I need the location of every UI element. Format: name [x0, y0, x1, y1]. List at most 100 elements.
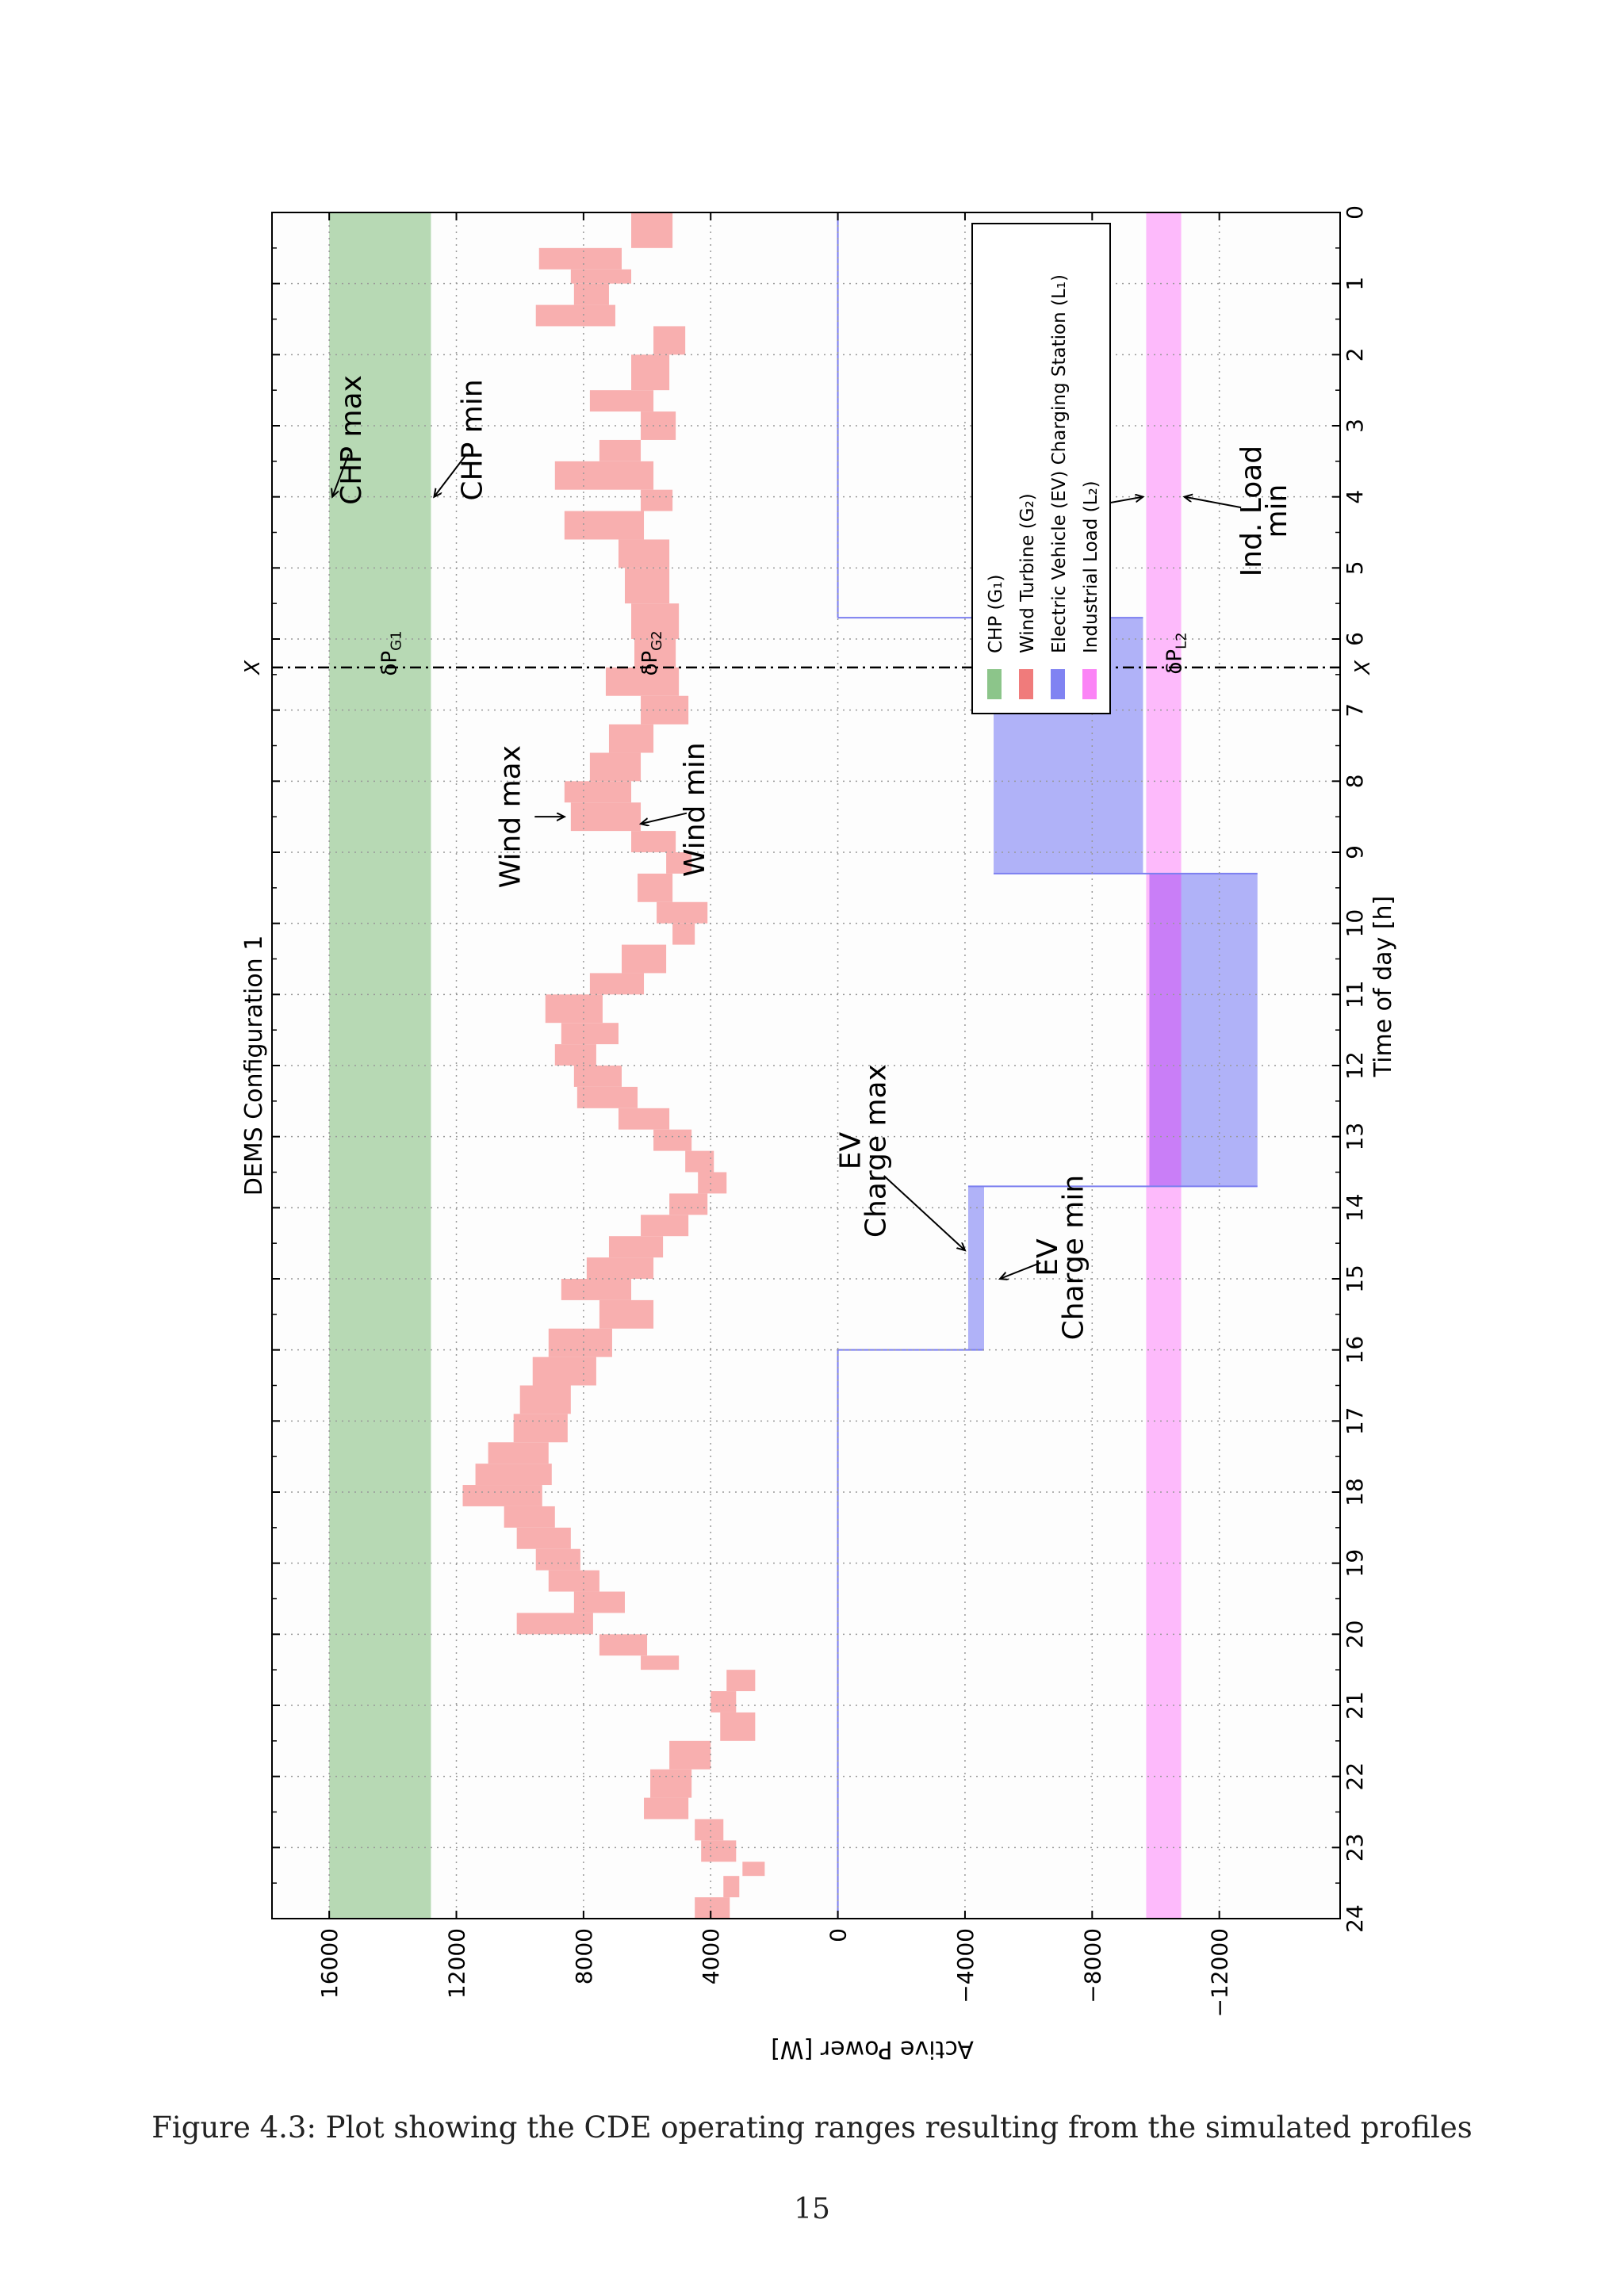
y-tick-label-6: −8000: [1079, 1928, 1105, 2003]
y-tick-label-7: −12000: [1207, 1928, 1233, 2018]
series-band-2-36: [653, 1129, 692, 1151]
annotation-ev-4: EV: [835, 1132, 868, 1170]
series-band-2-58: [599, 1634, 648, 1656]
series-band-2-20: [589, 752, 642, 782]
series-band-2-21: [564, 781, 632, 803]
y-tick-label-3: 4000: [698, 1928, 724, 1984]
x-tick-label-1: 1: [1342, 277, 1368, 291]
series-band-2-22: [570, 802, 642, 832]
legend: CHP (G₁) Wind Turbine (G₂) Electric Vehicl…: [971, 223, 1111, 714]
x-tick-label-20: 20: [1342, 1621, 1368, 1649]
x-tick-label-19: 19: [1342, 1549, 1368, 1578]
x-axis-label: Time of day [h]: [1369, 896, 1397, 1078]
x-tick-label-15: 15: [1342, 1265, 1368, 1293]
series-band-2-48: [513, 1414, 568, 1443]
series-band-2-53: [516, 1527, 571, 1549]
series-band-2-69: [723, 1876, 740, 1898]
delta-label-l2: δPL2: [1163, 632, 1190, 674]
series-band-2-66: [695, 1819, 724, 1841]
x-tick-label-18: 18: [1342, 1478, 1368, 1506]
annotation-charge-min-7: Charge min: [1057, 1175, 1090, 1341]
series-band-2-41: [608, 1236, 664, 1258]
series-band-2-45: [548, 1328, 612, 1357]
series-band-2-1: [538, 247, 622, 270]
series-band-2-14: [624, 568, 670, 604]
series-band-2-24: [666, 852, 692, 874]
annotation-wind-min-3: Wind min: [679, 742, 711, 877]
series-band-2-63: [669, 1740, 711, 1770]
series-band-2-68: [742, 1862, 765, 1877]
x-tick-label-17: 17: [1342, 1407, 1368, 1436]
x-tick-label-24: 24: [1342, 1904, 1368, 1933]
series-band-2-15: [631, 603, 680, 639]
x-tick-label-23: 23: [1342, 1834, 1368, 1862]
series-band-2-56: [573, 1591, 625, 1613]
x-tick-label-11: 11: [1342, 981, 1368, 1009]
series-band-2-65: [644, 1797, 689, 1820]
series-band-2-26: [657, 901, 708, 924]
annotation-wind-max-2: Wind max: [495, 745, 527, 888]
series-band-2-12: [564, 511, 645, 540]
x-tick-label-8: 8: [1342, 774, 1368, 788]
series-band-2-52: [504, 1506, 555, 1528]
series-band-2-23: [631, 831, 676, 852]
series-band-2-3: [573, 283, 609, 305]
series-band-2-16: [634, 639, 676, 668]
series-band-2-10: [554, 461, 654, 490]
series-band-2-34: [576, 1086, 638, 1108]
y-tick-label-1: 12000: [444, 1928, 470, 1999]
x-tick-label-13: 13: [1342, 1123, 1368, 1151]
series-band-2-46: [532, 1357, 596, 1386]
series-band-2-9: [599, 439, 642, 461]
y-tick-label-0: 16000: [316, 1928, 343, 1999]
x-tick-label-21: 21: [1342, 1691, 1368, 1720]
series-band-2-55: [548, 1570, 599, 1592]
annotation-ind-load-10: Ind. Load: [1235, 446, 1268, 577]
legend-entry-3: Industrial Load (L₂): [1081, 480, 1101, 653]
series-band-2-50: [475, 1464, 552, 1486]
page-number: 15: [794, 2193, 830, 2225]
legend-swatch-1: [1019, 669, 1033, 699]
series-band-2-64: [650, 1769, 692, 1798]
series-band-2-29: [589, 973, 645, 995]
x-tick-label-16: 16: [1342, 1336, 1368, 1364]
series-band-2-42: [586, 1257, 654, 1279]
annotation-arrow-6: [1000, 1261, 1041, 1279]
series-band-2-25: [638, 873, 673, 902]
series-band-2-6: [631, 354, 670, 391]
series-band-2-39: [669, 1193, 708, 1215]
x-tick-label-4: 4: [1342, 490, 1368, 504]
series-2: [462, 212, 765, 1919]
series-band-2-18: [641, 695, 689, 725]
delta-label-g1: δPG1: [377, 630, 404, 675]
series-band-2-4: [535, 304, 615, 327]
series-band-2-32: [554, 1044, 596, 1066]
x-tick-label-14: 14: [1342, 1194, 1368, 1223]
series-band-2-5: [653, 326, 686, 355]
annotation-charge-max-5: Charge max: [860, 1064, 893, 1238]
series-band-2-11: [641, 489, 673, 511]
x-tick-label-5: 5: [1342, 561, 1368, 575]
figure-caption: Figure 4.3: Plot showing the CDE operati…: [151, 2110, 1473, 2145]
series-band-2-67: [701, 1840, 737, 1862]
series-band-2-40: [641, 1215, 689, 1237]
series-band-2-35: [618, 1108, 670, 1130]
legend-swatch-2: [1051, 669, 1065, 699]
legend-entry-1: Wind Turbine (G₂): [1017, 493, 1038, 653]
annotation-chp-min-1: CHP min: [457, 379, 489, 500]
annotation-min-11: min: [1261, 484, 1293, 538]
x-tick-label-2: 2: [1342, 347, 1368, 362]
series-band-2-61: [710, 1691, 737, 1712]
series-band-2-7: [589, 390, 654, 412]
legend-box: [971, 223, 1111, 714]
annotation-arrow-10: [1185, 497, 1242, 509]
y-axis-label: Active Power [W]: [771, 2035, 974, 2063]
marker-label-bottom-0: X: [1351, 660, 1375, 676]
series-band-2-0: [631, 212, 673, 248]
chart-title: DEMS Configuration 1: [240, 936, 268, 1196]
x-tick-label-12: 12: [1342, 1051, 1368, 1080]
y-tick-label-2: 8000: [571, 1928, 597, 1984]
annotation-arrow-0: [332, 453, 350, 497]
annotation-arrow-1: [434, 453, 468, 497]
